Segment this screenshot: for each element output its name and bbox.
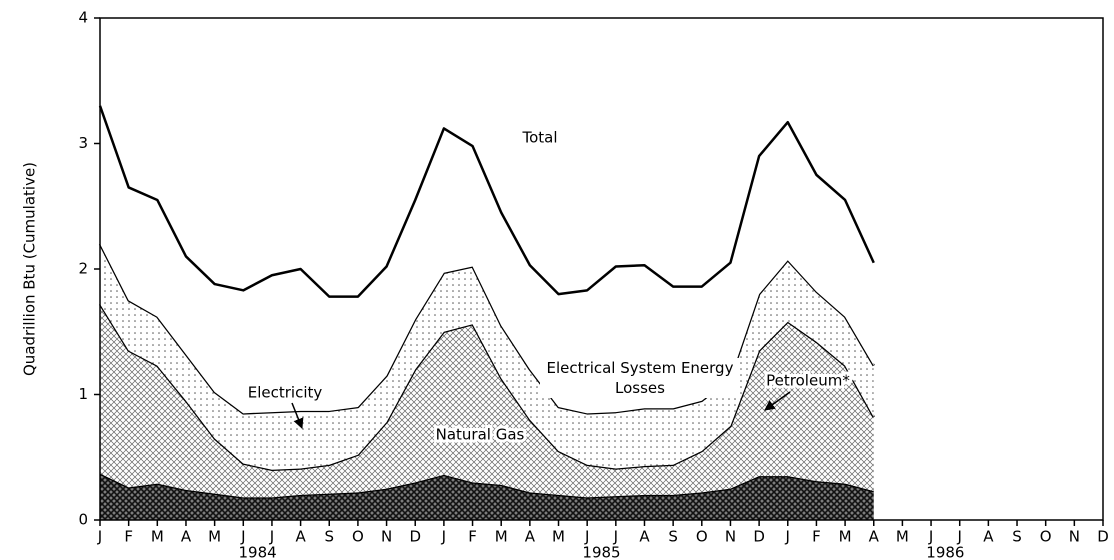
x-tick-label: S xyxy=(1012,528,1022,546)
x-tick-label: O xyxy=(696,528,708,546)
x-tick-label: A xyxy=(181,528,192,546)
x-tick-label: F xyxy=(468,528,477,546)
y-tick-label: 4 xyxy=(78,9,88,27)
x-tick-label: J xyxy=(240,528,245,546)
x-tick-label: M xyxy=(208,528,221,546)
area xyxy=(100,243,874,470)
area xyxy=(100,473,874,520)
area xyxy=(100,105,874,414)
x-tick-label: J xyxy=(269,528,274,546)
x-tick-label: O xyxy=(1040,528,1052,546)
x-tick-label: M xyxy=(839,528,852,546)
series-label: Natural Gas xyxy=(436,426,525,444)
x-tick-label: N xyxy=(725,528,736,546)
x-tick-label: F xyxy=(812,528,821,546)
x-tick-label: A xyxy=(295,528,306,546)
arrow xyxy=(764,391,791,411)
year-label: 1985 xyxy=(582,544,620,560)
x-tick-label: M xyxy=(495,528,508,546)
y-tick-label: 0 xyxy=(78,511,88,529)
x-tick-label: J xyxy=(956,528,961,546)
series-label: Petroleum* xyxy=(766,372,850,390)
y-tick-label: 1 xyxy=(78,385,88,403)
x-tick-label: S xyxy=(668,528,678,546)
x-tick-label: A xyxy=(869,528,880,546)
x-tick-label: D xyxy=(409,528,421,546)
x-tick-label: J xyxy=(785,528,790,546)
x-tick-label: M xyxy=(552,528,565,546)
x-tick-label: A xyxy=(639,528,650,546)
total-label: Total xyxy=(521,129,557,147)
y-tick-label: 2 xyxy=(78,260,88,278)
x-tick-label: J xyxy=(613,528,618,546)
x-tick-label: N xyxy=(381,528,392,546)
x-tick-label: A xyxy=(525,528,536,546)
x-tick-label: F xyxy=(124,528,133,546)
x-tick-label: J xyxy=(928,528,933,546)
x-tick-label: M xyxy=(896,528,909,546)
y-axis-label: Quadrillion Btu (Cumulative) xyxy=(21,162,39,376)
x-tick-label: J xyxy=(584,528,589,546)
x-tick-label: D xyxy=(753,528,765,546)
x-tick-label: N xyxy=(1069,528,1080,546)
series-label: Electrical System Energy Losses xyxy=(540,358,740,398)
area xyxy=(100,304,874,498)
x-tick-label: O xyxy=(352,528,364,546)
year-label: 1986 xyxy=(926,544,964,560)
series-label: Electricity xyxy=(248,384,323,402)
x-tick-label: S xyxy=(324,528,334,546)
x-tick-label: A xyxy=(983,528,994,546)
x-tick-label: D xyxy=(1097,528,1109,546)
arrow xyxy=(291,402,304,429)
line xyxy=(98,105,875,298)
x-tick-label: J xyxy=(97,528,102,546)
y-tick-label: 3 xyxy=(78,134,88,152)
x-tick-label: M xyxy=(151,528,164,546)
year-label: 1984 xyxy=(239,544,277,560)
x-tick-label: J xyxy=(441,528,446,546)
